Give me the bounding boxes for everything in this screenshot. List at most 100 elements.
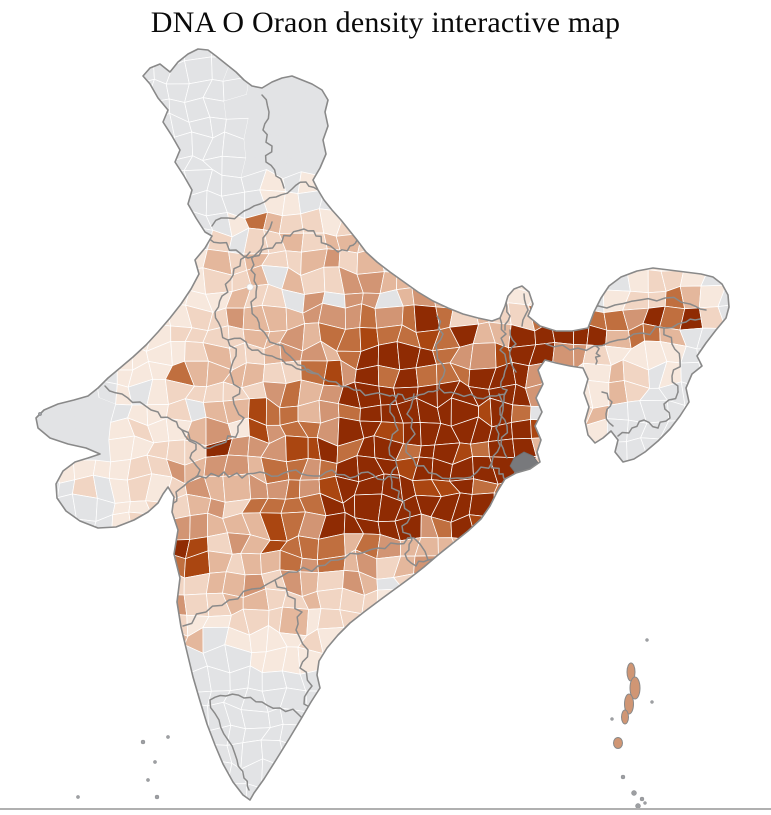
district-cell[interactable] [723, 324, 743, 349]
district-cell[interactable] [376, 100, 400, 123]
district-cell[interactable] [15, 154, 40, 179]
district-cell[interactable] [449, 302, 479, 328]
district-cell[interactable] [528, 759, 551, 784]
district-cell[interactable] [647, 758, 664, 789]
district-cell[interactable] [246, 94, 271, 119]
district-cell[interactable] [186, 743, 207, 767]
district-cell[interactable] [13, 569, 41, 599]
district-cell[interactable] [451, 537, 477, 554]
district-cell[interactable] [36, 532, 59, 553]
district-cell[interactable] [570, 758, 591, 784]
district-cell[interactable] [493, 492, 517, 523]
district-cell[interactable] [107, 614, 133, 632]
district-cell[interactable] [719, 97, 739, 119]
district-cell[interactable] [325, 745, 343, 766]
district-cell[interactable] [470, 40, 496, 64]
district-cell[interactable] [377, 741, 395, 767]
district-cell[interactable] [548, 309, 575, 326]
district-cell[interactable] [526, 121, 554, 136]
district-cell[interactable] [737, 193, 759, 218]
district-cell[interactable] [392, 63, 421, 84]
district-cell[interactable] [705, 626, 724, 656]
district-cell[interactable] [56, 588, 80, 610]
district-cell[interactable] [659, 112, 686, 138]
district-cell[interactable] [569, 57, 593, 85]
district-cell[interactable] [603, 552, 627, 577]
district-cell[interactable] [622, 500, 647, 521]
district-cell[interactable] [361, 781, 380, 804]
district-cell[interactable] [470, 96, 498, 119]
district-cell[interactable] [717, 195, 739, 219]
district-cell[interactable] [551, 154, 574, 176]
district-cell[interactable] [544, 530, 575, 557]
district-cell[interactable] [719, 668, 744, 692]
district-cell[interactable] [737, 703, 763, 730]
district-cell[interactable] [339, 741, 364, 769]
district-cell[interactable] [624, 44, 645, 63]
district-cell[interactable] [717, 229, 741, 253]
district-cell[interactable] [15, 305, 35, 326]
district-cell[interactable] [527, 477, 554, 499]
district-cell[interactable] [168, 764, 194, 783]
district-cell[interactable] [107, 536, 135, 559]
district-cell[interactable] [377, 341, 401, 371]
district-cell[interactable] [186, 729, 210, 749]
district-cell[interactable] [434, 78, 459, 100]
island-dot[interactable] [643, 801, 647, 805]
district-cell[interactable] [702, 136, 721, 157]
district-cell[interactable] [473, 592, 495, 616]
district-cell[interactable] [374, 704, 404, 725]
district-cell[interactable] [430, 594, 456, 616]
district-cell[interactable] [398, 171, 421, 194]
district-cell[interactable] [110, 721, 136, 750]
district-cell[interactable] [436, 740, 457, 768]
district-cell[interactable] [527, 55, 547, 79]
district-cell[interactable] [663, 687, 688, 706]
district-cell[interactable] [514, 495, 532, 523]
district-cell[interactable] [703, 705, 727, 726]
district-cell[interactable] [355, 191, 378, 219]
district-cell[interactable] [16, 41, 42, 64]
district-cell[interactable] [492, 765, 516, 785]
district-cell[interactable] [415, 364, 438, 388]
district-cell[interactable] [323, 64, 340, 77]
district-cell[interactable] [109, 132, 135, 160]
district-cell[interactable] [510, 151, 537, 180]
district-cell[interactable] [720, 550, 744, 578]
district-cell[interactable] [127, 78, 155, 105]
district-cell[interactable] [127, 627, 149, 656]
district-cell[interactable] [566, 689, 594, 710]
district-cell[interactable] [696, 685, 727, 708]
district-cell[interactable] [705, 250, 719, 276]
district-cell[interactable] [506, 759, 531, 783]
district-cell[interactable] [54, 248, 79, 276]
district-cell[interactable] [606, 596, 630, 610]
district-cell[interactable] [547, 265, 574, 293]
district-cell[interactable] [719, 418, 744, 444]
district-cell[interactable] [685, 39, 703, 63]
district-cell[interactable] [126, 663, 152, 693]
district-cell[interactable] [744, 406, 757, 423]
district-cell[interactable] [411, 704, 434, 732]
district-cell[interactable] [381, 59, 402, 86]
district-cell[interactable] [740, 441, 763, 460]
district-cell[interactable] [356, 646, 382, 673]
district-cell[interactable] [723, 402, 744, 423]
district-cell[interactable] [544, 189, 574, 219]
district-cell[interactable] [301, 711, 323, 728]
district-cell[interactable] [73, 705, 95, 730]
district-cell[interactable] [700, 114, 725, 138]
district-cell[interactable] [544, 75, 571, 103]
district-cell[interactable] [89, 345, 119, 371]
district-cell[interactable] [34, 304, 60, 325]
district-cell[interactable] [299, 133, 328, 162]
district-cell[interactable] [606, 77, 627, 105]
district-cell[interactable] [640, 570, 668, 598]
district-cell[interactable] [339, 710, 361, 730]
district-cell[interactable] [129, 40, 154, 60]
district-cell[interactable] [470, 115, 496, 138]
district-cell[interactable] [71, 171, 100, 197]
district-cell[interactable] [243, 37, 262, 64]
district-cell[interactable] [737, 478, 759, 502]
district-cell[interactable] [679, 742, 701, 770]
